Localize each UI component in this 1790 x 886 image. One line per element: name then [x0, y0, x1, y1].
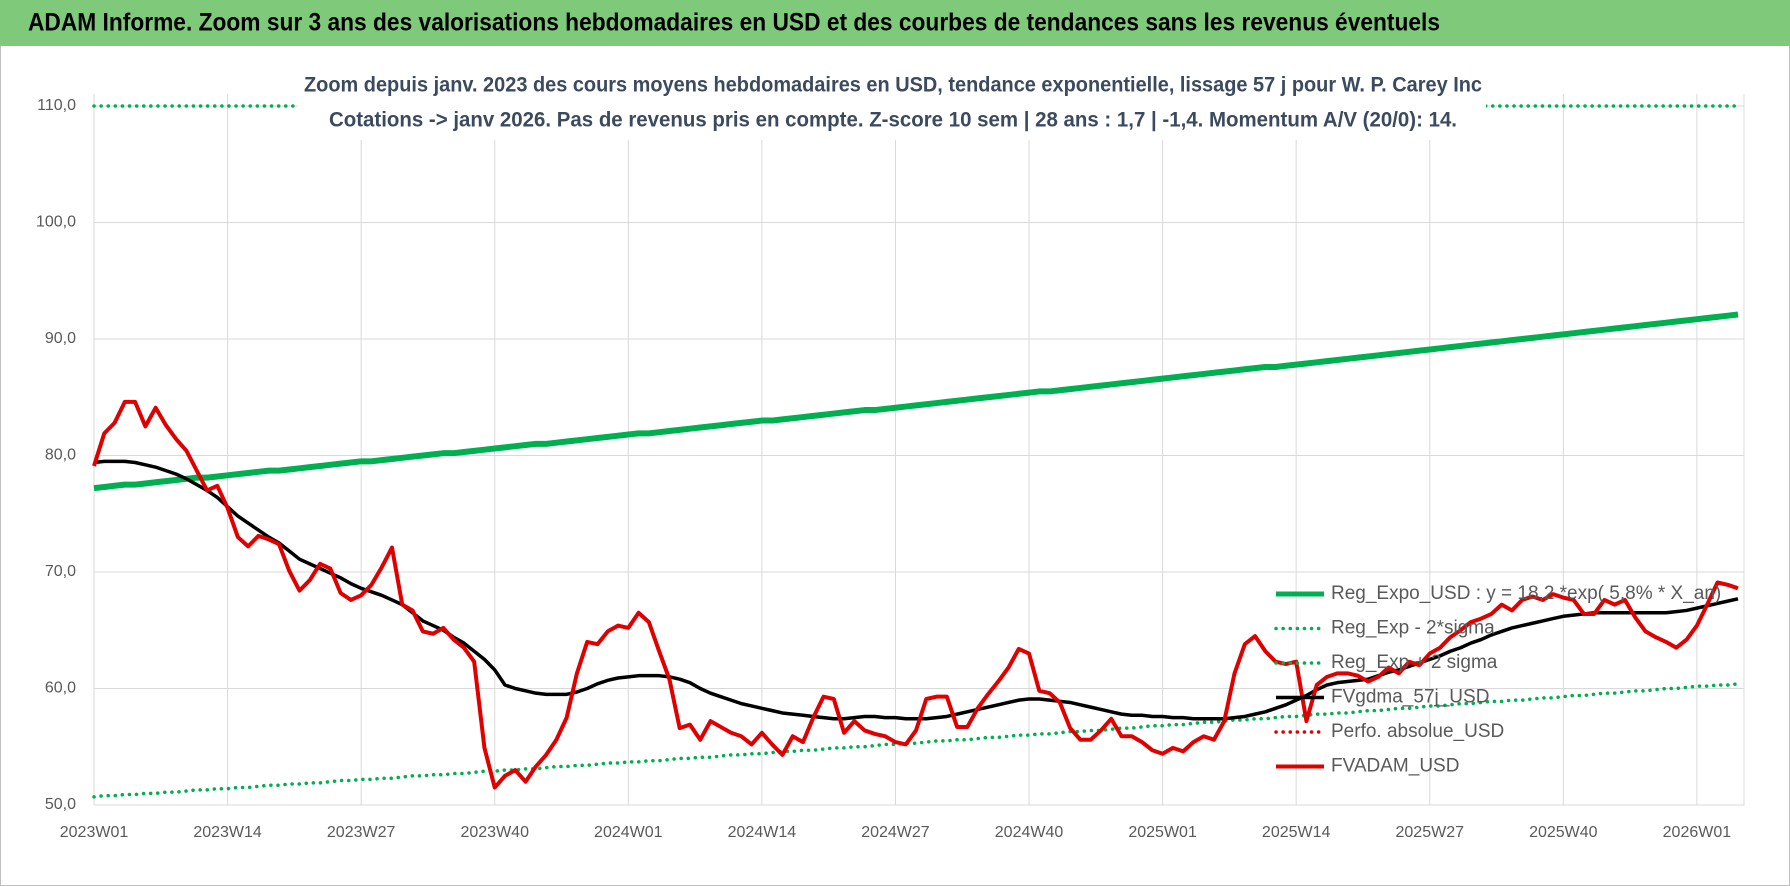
x-tick-label: 2023W01: [60, 824, 129, 841]
y-tick-label: 90,0: [45, 330, 76, 347]
legend-label: FVADAM_USD: [1331, 756, 1459, 777]
x-tick-label: 2023W14: [193, 824, 262, 841]
chart-subtitle: Cotations -> janv 2026. Pas de revenus p…: [329, 109, 1457, 132]
x-tick-label: 2025W14: [1262, 824, 1331, 841]
chart-subtitle: Zoom depuis janv. 2023 des cours moyens …: [304, 74, 1482, 97]
x-tick-label: 2024W14: [728, 824, 797, 841]
chart-title: ADAM Informe. Zoom sur 3 ans des valoris…: [28, 9, 1440, 37]
legend-label: Reg_Exp + 2 sigma: [1331, 652, 1498, 673]
x-tick-label: 2024W01: [594, 824, 663, 841]
series-line: [92, 399, 1739, 790]
y-tick-label: 80,0: [45, 447, 76, 464]
y-tick-label: 100,0: [36, 214, 76, 231]
y-tick-label: 60,0: [45, 680, 76, 697]
subtitle-background: [298, 68, 1486, 140]
x-tick-label: 2024W40: [995, 824, 1064, 841]
title-bar: [0, 0, 1790, 46]
legend-label: Perfo. absolue_USD: [1331, 721, 1504, 742]
y-tick-label: 50,0: [45, 796, 76, 813]
x-tick-label: 2023W27: [327, 824, 396, 841]
x-tick-label: 2025W27: [1396, 824, 1465, 841]
y-tick-label: 110,0: [37, 97, 76, 114]
x-tick-label: 2023W40: [460, 824, 529, 841]
legend: Reg_Expo_USD : y = 18,2 *exp( 5,8% * X_a…: [1274, 583, 1721, 777]
legend-label: FVgdma_57j_USD: [1331, 687, 1489, 708]
x-tick-label: 2024W27: [861, 824, 930, 841]
x-tick-label: 2025W01: [1128, 824, 1197, 841]
x-tick-label: 2026W01: [1663, 824, 1732, 841]
legend-label: Reg_Expo_USD : y = 18,2 *exp( 5,8% * X_a…: [1331, 583, 1721, 604]
x-tick-label: 2025W40: [1529, 824, 1598, 841]
series-line: [92, 682, 1740, 799]
legend-label: Reg_Exp - 2*sigma: [1331, 618, 1495, 639]
y-tick-label: 70,0: [45, 563, 76, 580]
series-line: [93, 311, 1739, 492]
